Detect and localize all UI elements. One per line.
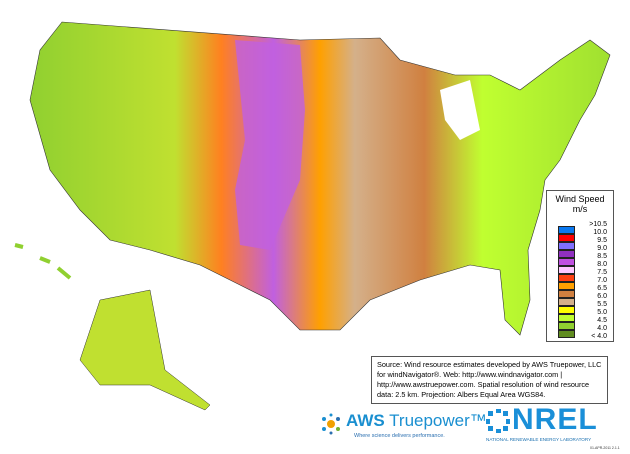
legend-swatch — [558, 226, 575, 234]
legend-swatch — [558, 322, 575, 330]
legend-swatch — [558, 314, 575, 322]
legend-swatch — [558, 266, 575, 274]
legend-swatch — [558, 290, 575, 298]
legend-swatch — [558, 306, 575, 314]
aws-dots-icon — [322, 413, 340, 435]
aws-truepower-logo: AWS Truepower™ Where science delivers pe… — [318, 411, 487, 442]
legend-label: < 4.0 — [591, 333, 607, 340]
legend-swatch — [558, 250, 575, 258]
legend-label: >10.5 — [589, 221, 607, 228]
legend-label: 5.0 — [597, 309, 607, 316]
aws-name: Truepower™ — [384, 411, 487, 430]
contiguous-us — [29, 21, 611, 336]
legend-label: 9.0 — [597, 245, 607, 252]
legend-swatch — [558, 234, 575, 242]
legend-swatch — [558, 274, 575, 282]
great-lakes — [440, 80, 480, 140]
legend-label: 10.0 — [593, 229, 607, 236]
nrel-logo: NREL NATIONAL RENEWABLE ENERGY LABORATOR… — [486, 405, 597, 442]
legend-unit: m/s — [572, 204, 588, 214]
legend-title: Wind Speed — [555, 194, 605, 204]
map-date: 01-APR-2011 2.1.1 — [590, 446, 620, 450]
legend-label: 8.5 — [597, 253, 607, 260]
aws-tagline: Where science delivers performance. — [354, 433, 445, 439]
nrel-name: NREL — [512, 403, 598, 436]
wind-speed-legend: Wind Speed m/s >10.5 10.0 9.5 9.0 8.5 8.0 7.5 7… — [546, 190, 614, 342]
legend-label: 7.5 — [597, 269, 607, 276]
legend-label: 6.5 — [597, 285, 607, 292]
legend-swatch — [558, 242, 575, 250]
alaska — [79, 289, 211, 411]
legend-swatch — [558, 258, 575, 266]
legend-swatch — [558, 330, 575, 338]
legend-label: 4.0 — [597, 325, 607, 332]
legend-swatch — [558, 298, 575, 306]
legend-label: 6.0 — [597, 293, 607, 300]
nrel-subtitle: NATIONAL RENEWABLE ENERGY LABORATORY — [486, 437, 592, 442]
legend-label: 7.0 — [597, 277, 607, 284]
legend-label: 9.5 — [597, 237, 607, 244]
hawaii — [14, 243, 72, 280]
nrel-sun-icon — [486, 409, 510, 433]
high-wind-plains — [235, 40, 305, 250]
legend-label: 5.5 — [597, 301, 607, 308]
legend-swatch — [558, 282, 575, 290]
source-note: Source: Wind resource estimates develope… — [371, 356, 608, 404]
legend-label: 8.0 — [597, 261, 607, 268]
aws-name-bold: AWS — [346, 411, 385, 430]
legend-label: 4.5 — [597, 317, 607, 324]
